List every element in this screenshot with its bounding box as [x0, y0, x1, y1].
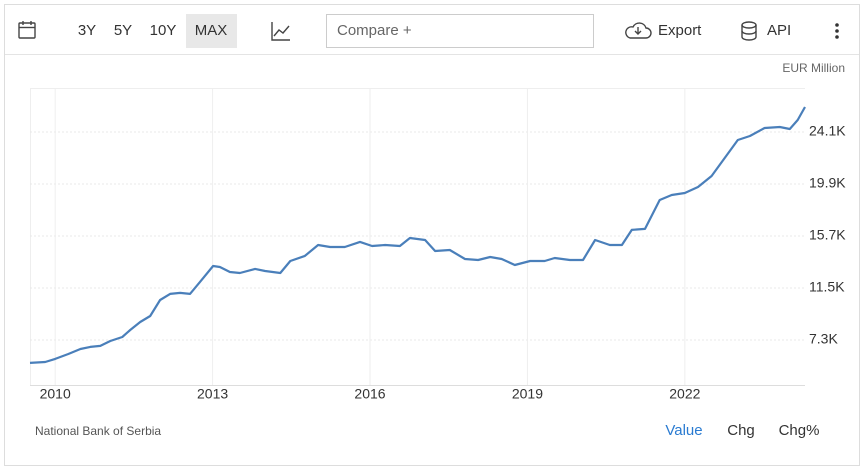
- export-icon[interactable]: [625, 22, 652, 39]
- tab-value[interactable]: Value: [665, 422, 702, 439]
- api-button[interactable]: API: [767, 22, 791, 39]
- range-button[interactable]: 5Y: [114, 22, 132, 39]
- x-tick-label: 2019: [512, 386, 543, 402]
- range-button[interactable]: MAX: [195, 22, 228, 39]
- unit-label: EUR Million: [782, 61, 845, 75]
- compare-input[interactable]: [326, 14, 594, 48]
- range-button[interactable]: 3Y: [78, 22, 96, 39]
- compare-placeholder: Compare +: [337, 22, 412, 39]
- y-tick-label: 19.9K: [809, 175, 846, 191]
- data-line: [29, 106, 806, 364]
- y-tick-label: 15.7K: [809, 227, 846, 243]
- x-tick-label: 2016: [354, 386, 385, 402]
- y-tick-label: 11.5K: [809, 279, 845, 295]
- calendar-icon[interactable]: [18, 21, 36, 39]
- api-icon[interactable]: [741, 21, 757, 41]
- tab-chg-pct[interactable]: Chg%: [779, 422, 820, 439]
- tab-chg[interactable]: Chg: [727, 422, 755, 439]
- x-tick-label: 2010: [40, 386, 71, 402]
- range-button[interactable]: 10Y: [150, 22, 177, 39]
- x-tick-label: 2013: [197, 386, 228, 402]
- range-active-bg: [186, 14, 237, 48]
- frame: [4, 4, 860, 466]
- more-menu[interactable]: [835, 23, 839, 39]
- x-tick-label: 2022: [669, 386, 700, 402]
- source-label: National Bank of Serbia: [35, 424, 161, 438]
- export-button[interactable]: Export: [658, 22, 702, 39]
- chart-type-icon[interactable]: [271, 22, 290, 41]
- y-tick-label: 7.3K: [809, 331, 838, 347]
- y-tick-label: 24.1K: [809, 123, 846, 139]
